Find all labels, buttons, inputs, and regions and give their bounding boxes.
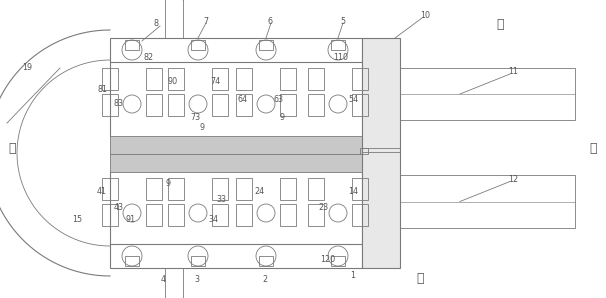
Bar (191, 256, 205, 266)
Text: 9: 9 (166, 179, 171, 189)
Bar (236, 68, 252, 90)
Text: 64: 64 (238, 95, 248, 105)
Bar (212, 178, 228, 200)
Text: 24: 24 (254, 187, 264, 196)
Text: 后: 后 (496, 18, 504, 32)
Bar (280, 178, 296, 200)
Text: 91: 91 (126, 215, 136, 224)
Text: 54: 54 (348, 95, 358, 105)
Text: 5: 5 (340, 16, 345, 26)
Bar (280, 204, 296, 226)
Bar (308, 204, 324, 226)
Bar (191, 40, 205, 50)
Bar (146, 204, 162, 226)
Bar (352, 178, 368, 200)
Text: 34: 34 (208, 215, 218, 224)
Text: 9: 9 (200, 122, 205, 131)
Text: 9: 9 (280, 113, 285, 122)
Text: 8: 8 (154, 19, 159, 29)
Text: 41: 41 (97, 187, 107, 196)
Bar (331, 256, 345, 266)
Bar (400, 175, 575, 228)
Text: 7: 7 (203, 16, 208, 26)
Text: 81: 81 (97, 86, 107, 94)
Text: 23: 23 (318, 203, 328, 212)
Text: 63: 63 (274, 95, 284, 105)
Bar (125, 40, 139, 50)
Text: 120: 120 (320, 255, 335, 265)
Text: 6: 6 (268, 16, 273, 26)
Bar (308, 94, 324, 116)
Bar (400, 68, 575, 120)
Bar (236, 94, 252, 116)
Bar (352, 68, 368, 90)
Bar (259, 256, 273, 266)
Text: 4: 4 (161, 275, 166, 285)
Bar (146, 178, 162, 200)
Bar (125, 256, 139, 266)
Text: 15: 15 (72, 215, 82, 224)
Bar (168, 94, 184, 116)
Text: 12: 12 (508, 175, 518, 184)
Bar (236, 204, 252, 226)
Bar (362, 38, 400, 268)
Bar (146, 68, 162, 90)
Bar (352, 94, 368, 116)
Text: 82: 82 (144, 54, 154, 63)
Bar (168, 68, 184, 90)
Bar (280, 94, 296, 116)
Bar (168, 204, 184, 226)
Bar (102, 68, 118, 90)
Text: 前: 前 (416, 271, 424, 285)
Bar (308, 68, 324, 90)
Bar (280, 68, 296, 90)
Bar (110, 38, 362, 62)
Text: 11: 11 (508, 68, 518, 77)
Bar (212, 68, 228, 90)
Text: 10: 10 (420, 12, 430, 21)
Bar (110, 154, 362, 172)
Bar (259, 40, 273, 50)
Bar (146, 94, 162, 116)
Text: 74: 74 (210, 77, 220, 86)
Text: 14: 14 (348, 187, 358, 196)
Bar (236, 178, 252, 200)
Text: 3: 3 (194, 275, 199, 285)
Text: 43: 43 (114, 203, 124, 212)
Bar (168, 178, 184, 200)
Bar (165, 0, 183, 38)
Bar (352, 204, 368, 226)
Bar (110, 136, 362, 154)
Text: 左: 左 (8, 142, 16, 154)
Text: 110: 110 (333, 54, 348, 63)
Text: 19: 19 (22, 63, 32, 72)
Text: 33: 33 (216, 195, 226, 204)
Text: 1: 1 (350, 271, 355, 280)
Bar (212, 94, 228, 116)
Bar (110, 244, 362, 268)
Bar (102, 94, 118, 116)
Text: 右: 右 (589, 142, 597, 154)
Text: 2: 2 (262, 275, 267, 285)
Bar (165, 268, 183, 298)
Text: 83: 83 (114, 100, 124, 108)
Bar (360, 148, 368, 154)
Bar (331, 40, 345, 50)
Text: 73: 73 (190, 113, 200, 122)
Bar (212, 204, 228, 226)
Bar (102, 204, 118, 226)
Bar (102, 178, 118, 200)
Text: 90: 90 (168, 77, 178, 86)
Bar (308, 178, 324, 200)
